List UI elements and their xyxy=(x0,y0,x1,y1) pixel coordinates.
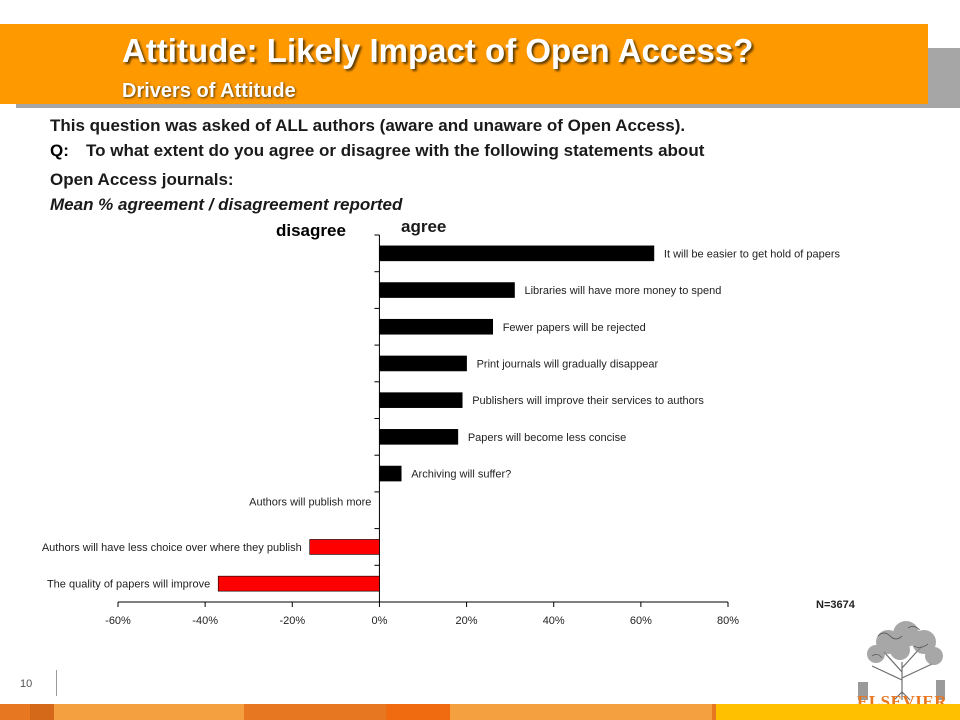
x-tick-label: 20% xyxy=(456,615,478,627)
x-tick-label: -40% xyxy=(192,615,218,627)
bar-label: Libraries will have more money to spend xyxy=(525,285,722,297)
bar xyxy=(379,429,459,445)
bar-label: Authors will have less choice over where… xyxy=(42,542,302,554)
bar-label: Print journals will gradually disappear xyxy=(477,358,659,370)
bar xyxy=(217,575,380,592)
bar xyxy=(379,392,463,408)
bar-label: The quality of papers will improve xyxy=(47,579,210,591)
bar-label: It will be easier to get hold of papers xyxy=(664,248,841,260)
x-tick-label: 40% xyxy=(543,615,565,627)
bar-label: Publishers will improve their services t… xyxy=(472,395,704,407)
slide-subtitle: Drivers of Attitude xyxy=(122,80,296,102)
intro-text: This question was asked of ALL authors (… xyxy=(50,116,686,135)
measure-text: Mean % agreement / disagreement reported xyxy=(50,195,403,214)
agree-label: agree xyxy=(401,217,447,236)
bar-label: Papers will become less concise xyxy=(468,432,626,444)
x-tick-label: 60% xyxy=(630,615,652,627)
question-text-line2: Open Access journals: xyxy=(50,170,234,189)
bar-label: Archiving will suffer? xyxy=(411,469,511,481)
bar-label: Authors will publish more xyxy=(249,496,371,508)
slide-title: Attitude: Likely Impact of Open Access? xyxy=(122,32,754,69)
tree-of-knowledge-icon xyxy=(848,616,956,706)
disagree-label: disagree xyxy=(276,221,346,240)
bar xyxy=(379,282,515,298)
question-label: Q: xyxy=(50,141,69,160)
page-number-divider xyxy=(56,670,57,696)
bar-chart: -60% -40% -20% 0% 20% 40% 60% 80% It will be eas… xyxy=(42,234,841,627)
x-tick-label: -20% xyxy=(279,615,305,627)
bar xyxy=(379,465,402,482)
page-number: 10 xyxy=(20,678,33,690)
title-banner xyxy=(0,24,928,104)
sample-size-label: N=3674 xyxy=(816,599,855,611)
bar-label: Fewer papers will be rejected xyxy=(503,322,646,334)
bar xyxy=(379,318,494,335)
x-tick-label: 0% xyxy=(371,615,387,627)
bar xyxy=(379,245,655,262)
x-tick-label: -60% xyxy=(105,615,131,627)
x-tick-label: 80% xyxy=(717,615,739,627)
bar xyxy=(309,539,380,555)
bar xyxy=(379,355,467,372)
footer-color-bar xyxy=(0,704,960,720)
question-text-line1: To what extent do you agree or disagree … xyxy=(86,141,705,160)
